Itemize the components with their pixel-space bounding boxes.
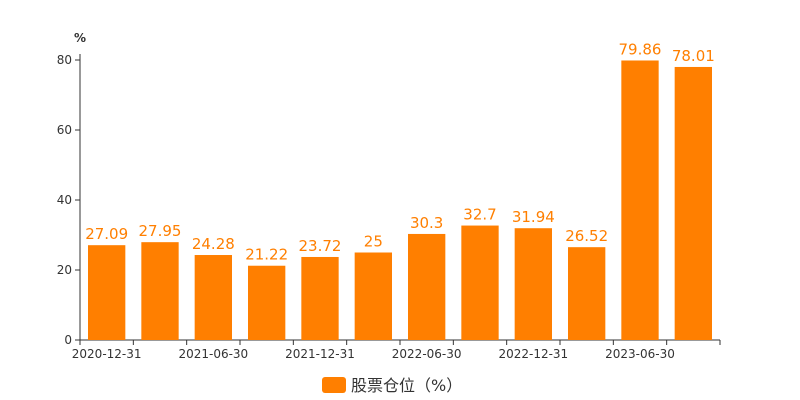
y-tick-label: 0 bbox=[64, 333, 72, 347]
x-tick-label: 2023-06-30 bbox=[605, 347, 675, 361]
x-tick-label: 2022-12-31 bbox=[498, 347, 568, 361]
data-label: 27.09 bbox=[85, 225, 128, 243]
data-label: 24.28 bbox=[192, 235, 235, 253]
bar[interactable] bbox=[194, 255, 232, 340]
bar[interactable] bbox=[408, 233, 446, 340]
data-label: 31.94 bbox=[512, 208, 555, 226]
legend[interactable]: 股票仓位（%） bbox=[322, 376, 462, 395]
data-label: 21.22 bbox=[245, 246, 288, 264]
data-label: 30.3 bbox=[410, 214, 443, 232]
data-label: 79.86 bbox=[619, 40, 662, 58]
y-tick-label: 40 bbox=[57, 193, 72, 207]
bar[interactable] bbox=[141, 242, 179, 340]
y-axis: 0 20 40 60 80 bbox=[57, 53, 81, 347]
x-tick-label: 2021-12-31 bbox=[285, 347, 355, 361]
bar[interactable] bbox=[674, 66, 712, 340]
legend-label: 股票仓位（%） bbox=[351, 376, 462, 395]
data-label: 25 bbox=[364, 233, 383, 251]
bar[interactable] bbox=[514, 228, 552, 340]
y-tick-label: 60 bbox=[57, 123, 72, 137]
data-label: 23.72 bbox=[299, 237, 342, 255]
y-tick-label: 20 bbox=[57, 263, 72, 277]
bar[interactable] bbox=[248, 265, 286, 340]
x-tick-label: 2022-06-30 bbox=[392, 347, 462, 361]
bar[interactable] bbox=[568, 247, 606, 340]
y-tick-label: 80 bbox=[57, 53, 72, 67]
data-label: 26.52 bbox=[565, 227, 608, 245]
bar[interactable] bbox=[354, 252, 392, 341]
x-tick-label: 2021-06-30 bbox=[178, 347, 248, 361]
bar-series bbox=[88, 60, 712, 341]
x-axis: 2020-12-31 2021-06-30 2021-12-31 2022-06-30… bbox=[72, 339, 721, 361]
data-label: 32.7 bbox=[463, 206, 496, 224]
bar[interactable] bbox=[461, 225, 499, 340]
bar[interactable] bbox=[88, 245, 126, 340]
data-label: 27.95 bbox=[139, 222, 182, 240]
data-label: 78.01 bbox=[672, 47, 715, 65]
value-labels: 27.09 27.95 24.28 21.22 23.72 25 30.3 32.7 31.94… bbox=[85, 40, 715, 263]
bar[interactable] bbox=[301, 256, 339, 340]
bar[interactable] bbox=[621, 60, 659, 341]
legend-swatch bbox=[322, 377, 346, 393]
y-axis-unit: % bbox=[74, 31, 86, 45]
x-tick-label: 2020-12-31 bbox=[72, 347, 142, 361]
